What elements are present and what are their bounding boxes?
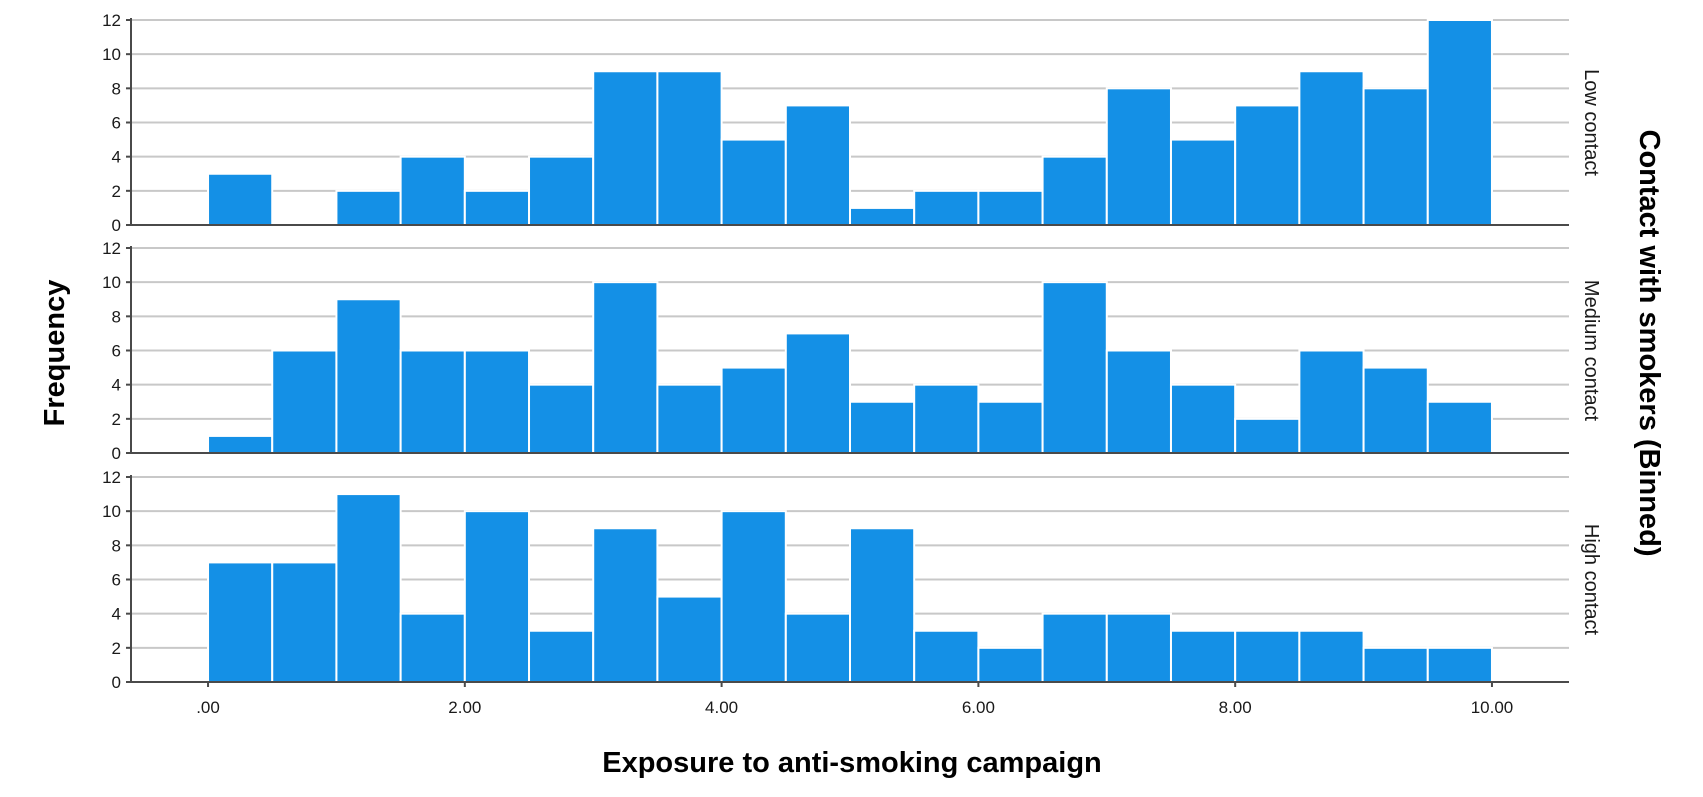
x-tick-label: 8.00 [1219,698,1252,717]
histogram-bar [784,104,852,226]
histogram-bar [463,510,531,683]
histogram-bar [1169,383,1237,454]
x-tick-label: 10.00 [1471,698,1514,717]
y-tick-label: 8 [112,79,121,98]
histogram-panels: 0 2 4 6 8 10 12 Low contact 0 2 4 6 8 10 12 Medium cont… [102,11,1602,692]
y-tick-label: 2 [112,639,121,658]
y-tick-label: 0 [112,673,121,692]
histogram-bar [528,629,595,683]
histogram-bar [656,383,723,454]
histogram-bar [977,646,1044,683]
y-tick-label: 0 [112,444,121,463]
histogram-bar [271,561,338,684]
histogram-bar [1105,349,1172,454]
facet-title: Contact with smokers (Binned) [1633,130,1665,557]
x-tick-label: 6.00 [962,698,995,717]
histogram-bar [913,189,980,226]
histogram-bar [913,383,980,454]
x-axis-title: Exposure to anti-smoking campaign [602,747,1102,779]
histogram-bar [1298,349,1365,454]
y-tick-label: 4 [112,148,121,167]
histogram-bar [1426,400,1493,454]
y-tick-label: 4 [112,605,121,624]
y-tick-label: 12 [102,11,121,30]
histogram-bar [592,281,659,454]
histogram-bar [849,206,916,227]
panel-label: Medium contact [1580,280,1602,422]
y-tick-label: 6 [112,571,121,590]
histogram-bar [1105,87,1172,227]
histogram-bar [1169,138,1237,226]
histogram-bar [1362,366,1429,455]
histogram-bar [271,349,338,454]
histogram-bar [1105,612,1172,684]
histogram-bar [399,612,466,684]
histogram-bar [656,595,723,683]
histogram-bar [720,510,787,683]
histogram-bar [720,138,787,226]
y-tick-label: 12 [102,468,121,487]
x-tick-label: 2.00 [448,698,481,717]
y-tick-label: 8 [112,307,121,326]
histogram-bar [1298,629,1365,683]
y-tick-label: 12 [102,239,121,258]
y-tick-label: 10 [102,273,121,292]
histogram-bar [1041,612,1108,684]
y-axis-title: Frequency [39,280,71,427]
histogram-bar [335,298,402,454]
histogram-bar [977,400,1044,454]
histogram-bar [1426,646,1493,683]
x-tick-label: 4.00 [705,698,738,717]
histogram-bar [463,189,531,226]
x-axis: .00 2.00 4.00 6.00 8.00 10.00 [196,682,1513,717]
histogram-bar [1169,629,1237,683]
x-tick-label: .00 [196,698,220,717]
histogram-bar [207,172,274,226]
histogram-bar [913,629,980,683]
histogram-bar [849,400,916,454]
histogram-panel-2: 0 2 4 6 8 10 12 Medium contact [102,239,1602,463]
histogram-bar [335,189,402,226]
histogram-bar [1234,417,1301,455]
histogram-bar [1041,155,1108,227]
histogram-bar [849,527,916,683]
histogram-bar [977,189,1044,226]
histogram-panel-3: 0 2 4 6 8 10 12 High contact [102,468,1602,692]
histogram-bar [399,349,466,454]
histogram-bar [1362,87,1429,227]
histogram-bar [528,383,595,454]
y-tick-label: 10 [102,45,121,64]
histogram-bar [592,70,659,226]
histogram-bar [1041,281,1108,454]
histogram-bar [335,493,402,684]
y-tick-label: 8 [112,536,121,555]
y-tick-label: 10 [102,502,121,521]
histogram-bar [720,366,787,455]
y-tick-label: 0 [112,216,121,235]
histogram-bar [1298,70,1365,226]
histogram-bar [1234,629,1301,683]
histogram-panel-1: 0 2 4 6 8 10 12 Low contact [102,11,1602,235]
histogram-bar [784,612,852,684]
histogram-bar [399,155,466,227]
histogram-bar [592,527,659,683]
y-tick-label: 4 [112,376,121,395]
panel-label: High contact [1580,524,1602,636]
histogram-bar [1234,104,1301,226]
y-tick-label: 2 [112,410,121,429]
histogram-bar [528,155,595,227]
y-tick-label: 6 [112,342,121,361]
histogram-bar [207,434,274,454]
histogram-bar [1426,19,1493,226]
histogram-bar [463,349,531,454]
y-tick-label: 2 [112,182,121,201]
histogram-bar [784,332,852,454]
histogram-bar [207,561,274,684]
histogram-bar [656,70,723,226]
panel-label: Low contact [1580,69,1602,176]
y-tick-label: 6 [112,114,121,133]
histogram-bar [1362,646,1429,683]
